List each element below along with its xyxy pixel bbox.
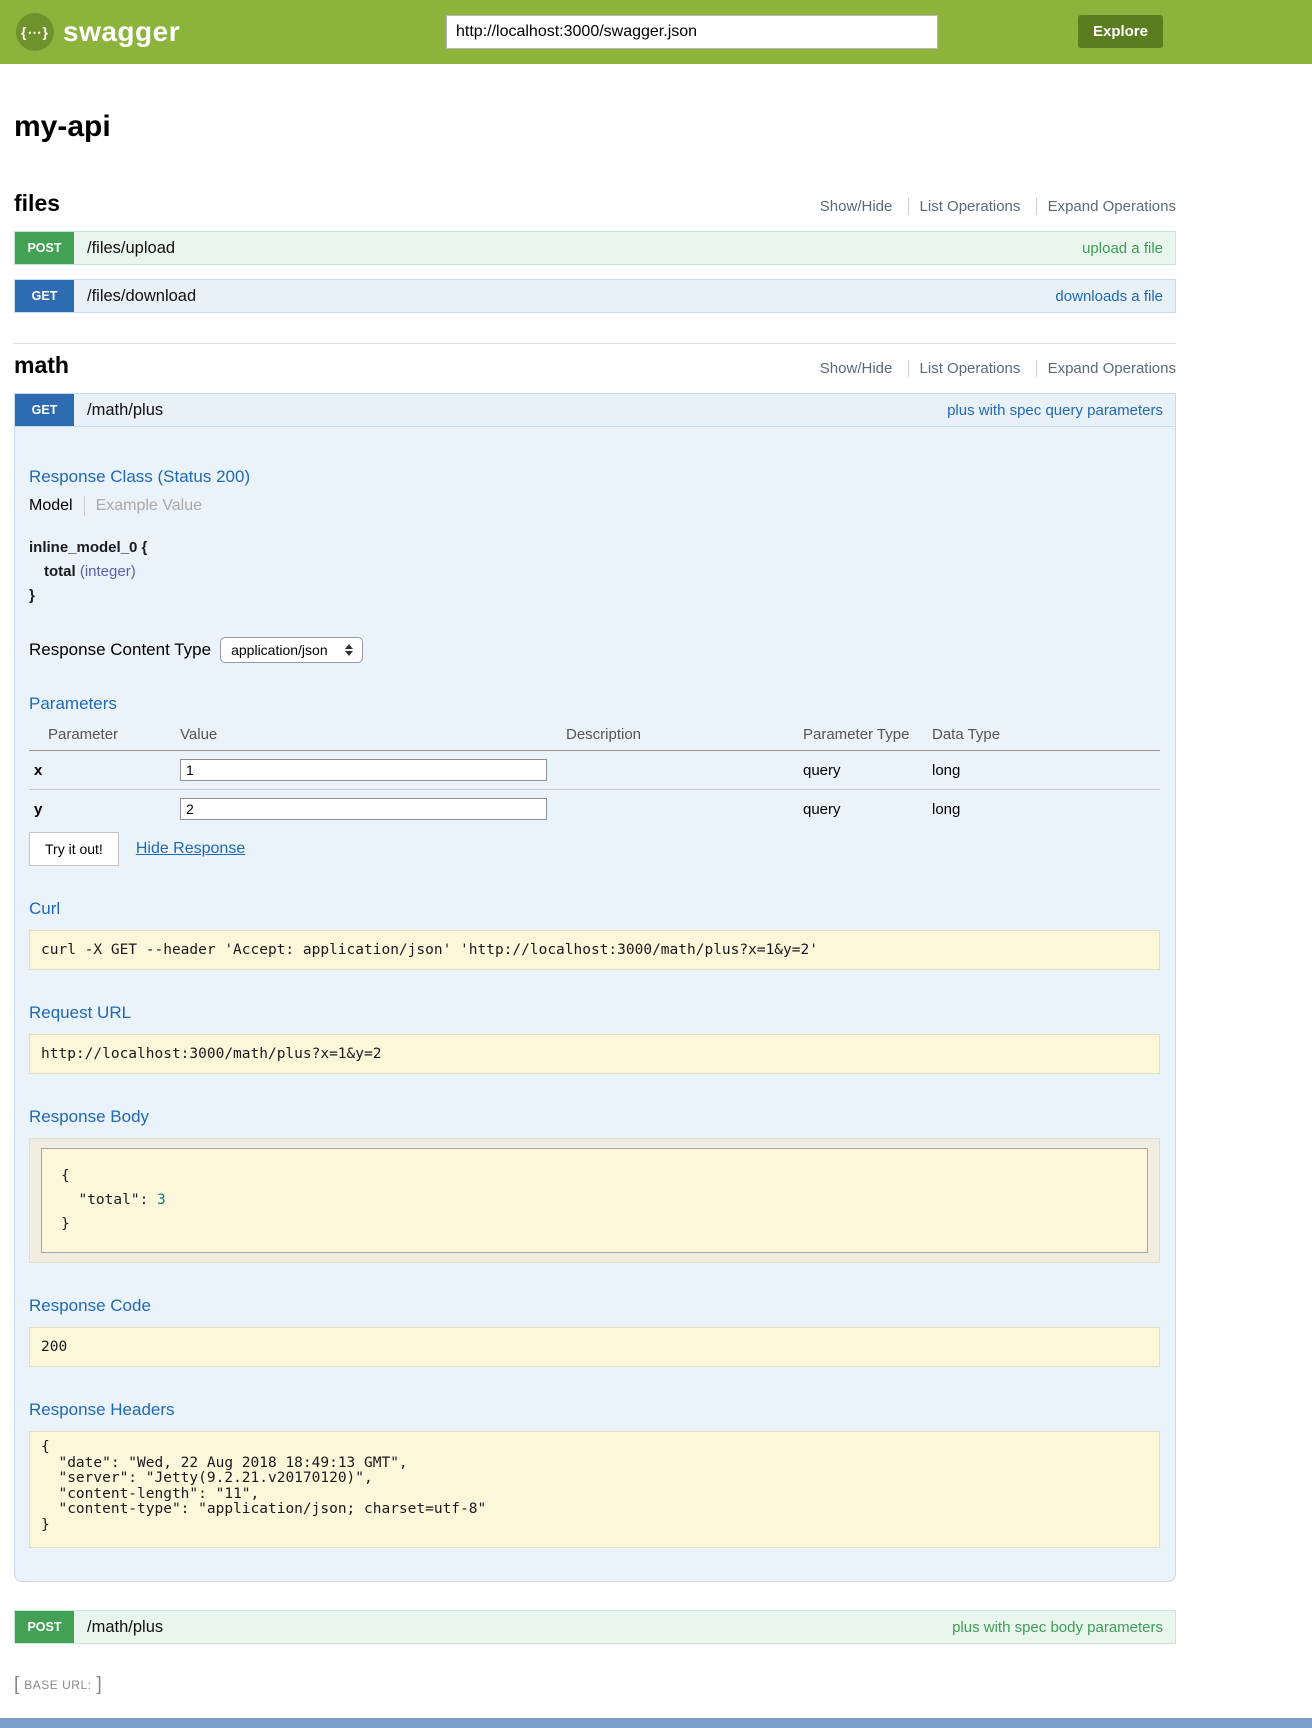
col-header-description: Description — [561, 719, 798, 751]
param-type: query — [798, 750, 927, 790]
response-content-type-label: Response Content Type — [29, 640, 212, 659]
files-section-title[interactable]: files — [14, 190, 61, 216]
json-text: { "total": — [61, 1168, 149, 1208]
response-body-title: Response Body — [29, 1107, 150, 1126]
col-header-data-type: Data Type — [927, 719, 1160, 751]
col-header-parameter: Parameter — [29, 719, 175, 751]
curl-title: Curl — [29, 899, 61, 918]
parameters-header-row: Parameter Value Description Parameter Ty… — [29, 719, 1160, 751]
operation-path-link[interactable]: /files/upload — [87, 238, 176, 257]
model-signature: inline_model_0 { total (integer) } — [29, 536, 1160, 608]
base-url-footer: [ BASE URL: ] — [14, 1674, 1176, 1696]
selected-content-type: application/json — [231, 642, 328, 658]
files-expand-operations-link[interactable]: Expand Operations — [1035, 198, 1176, 215]
model-name: inline_model_0 { — [29, 539, 148, 556]
get-method-badge: GET — [15, 280, 74, 312]
request-url-title: Request URL — [29, 1003, 132, 1022]
spec-url-input[interactable] — [446, 15, 938, 49]
model-property-name: total — [44, 563, 76, 580]
response-code-value: 200 — [29, 1327, 1160, 1367]
files-section-links: Show/Hide List Operations Expand Operati… — [809, 198, 1176, 215]
math-list-operations-link[interactable]: List Operations — [907, 360, 1032, 377]
response-headers-title: Response Headers — [29, 1400, 175, 1419]
base-url-label: BASE URL: — [24, 1678, 92, 1692]
parameters-table: Parameter Value Description Parameter Ty… — [29, 719, 1160, 828]
parameters-title: Parameters — [29, 694, 117, 713]
model-close-brace: } — [29, 587, 35, 604]
files-section-header: files Show/Hide List Operations Expand O… — [14, 190, 1176, 217]
files-list-operations-link[interactable]: List Operations — [907, 198, 1032, 215]
model-tabs: Model Example Value — [29, 496, 1160, 516]
param-description — [561, 790, 798, 829]
operation-expanded-panel: Response Class (Status 200) Model Exampl… — [14, 427, 1176, 1582]
param-type: query — [803, 800, 841, 818]
tab-example-value[interactable]: Example Value — [95, 497, 203, 514]
operation-row-post-math-plus: POST /math/plus plus with spec body para… — [14, 1610, 1176, 1644]
main-content: my-api files Show/Hide List Operations E… — [14, 110, 1176, 1696]
model-property: total (integer) — [29, 560, 1160, 584]
param-name: y — [34, 800, 43, 818]
response-content-type-select[interactable]: application/json — [220, 637, 363, 663]
swagger-logo[interactable]: {⋯} swagger — [16, 13, 180, 51]
post-method-badge: POST — [15, 1611, 74, 1643]
page-title: my-api — [14, 110, 111, 143]
param-data-type: long — [932, 800, 961, 818]
explore-button[interactable]: Explore — [1077, 15, 1163, 48]
response-content-type-row: Response Content Type application/json — [29, 637, 1160, 663]
math-section-header: math Show/Hide List Operations Expand Op… — [14, 352, 1176, 379]
operation-summary-link[interactable]: plus with spec body parameters — [952, 1618, 1163, 1636]
operation-row-get-math-plus: GET /math/plus plus with spec query para… — [14, 393, 1176, 427]
operation-summary-link[interactable]: downloads a file — [1055, 287, 1163, 305]
tab-model[interactable]: Model — [29, 497, 73, 514]
operation-row-get-files-download: GET /files/download downloads a file — [14, 279, 1176, 313]
app-header: {⋯} swagger Explore — [0, 0, 1312, 64]
operation-summary-link[interactable]: upload a file — [1082, 239, 1163, 257]
col-header-value: Value — [175, 719, 561, 751]
response-headers-json: { "date": "Wed, 22 Aug 2018 18:49:13 GMT… — [29, 1431, 1160, 1548]
math-show-hide-link[interactable]: Show/Hide — [819, 360, 893, 377]
param-y-value-input[interactable] — [180, 798, 547, 820]
post-method-badge: POST — [15, 232, 74, 264]
json-number-value: 3 — [157, 1192, 166, 1208]
tab-separator — [83, 496, 85, 516]
parameter-row-y: y query long — [29, 790, 1160, 829]
response-class-title: Response Class (Status 200) — [29, 467, 251, 486]
files-show-hide-link[interactable]: Show/Hide — [819, 198, 893, 215]
base-url-open-bracket: [ — [14, 1674, 20, 1695]
request-url-value: http://localhost:3000/math/plus?x=1&y=2 — [29, 1034, 1160, 1074]
operation-summary-link[interactable]: plus with spec query parameters — [947, 401, 1163, 419]
response-code-title: Response Code — [29, 1296, 151, 1315]
operation-path-link[interactable]: /math/plus — [87, 400, 164, 419]
swagger-logo-text: swagger — [63, 16, 181, 47]
try-it-out-row: Try it out! Hide Response — [29, 832, 1160, 866]
response-body-json: { "total": 3 } — [41, 1148, 1148, 1253]
swagger-braces-icon: {⋯} — [16, 13, 54, 51]
bottom-blue-bar — [0, 1718, 1312, 1728]
math-expand-operations-link[interactable]: Expand Operations — [1035, 360, 1176, 377]
col-header-parameter-type: Parameter Type — [798, 719, 927, 751]
param-description — [561, 750, 798, 790]
parameter-row-x: x query long — [29, 750, 1160, 790]
hide-response-link[interactable]: Hide Response — [135, 840, 246, 857]
response-body-container: { "total": 3 } — [29, 1138, 1160, 1263]
param-name: x — [29, 750, 175, 790]
math-section-links: Show/Hide List Operations Expand Operati… — [809, 360, 1176, 377]
get-method-badge: GET — [15, 394, 74, 426]
math-section-title[interactable]: math — [14, 352, 69, 378]
base-url-close-bracket: ] — [96, 1674, 102, 1695]
json-text: } — [61, 1216, 70, 1232]
curl-command: curl -X GET --header 'Accept: applicatio… — [29, 930, 1160, 970]
select-arrows-icon — [344, 644, 353, 656]
try-it-out-button[interactable]: Try it out! — [29, 832, 119, 866]
operation-path-link[interactable]: /files/download — [87, 286, 197, 305]
operation-row-post-files-upload: POST /files/upload upload a file — [14, 231, 1176, 265]
param-x-value-input[interactable] — [180, 759, 547, 781]
section-divider — [14, 343, 1176, 344]
operation-path-link[interactable]: /math/plus — [87, 1617, 164, 1636]
param-data-type: long — [927, 750, 1160, 790]
model-property-type: (integer) — [79, 563, 136, 580]
